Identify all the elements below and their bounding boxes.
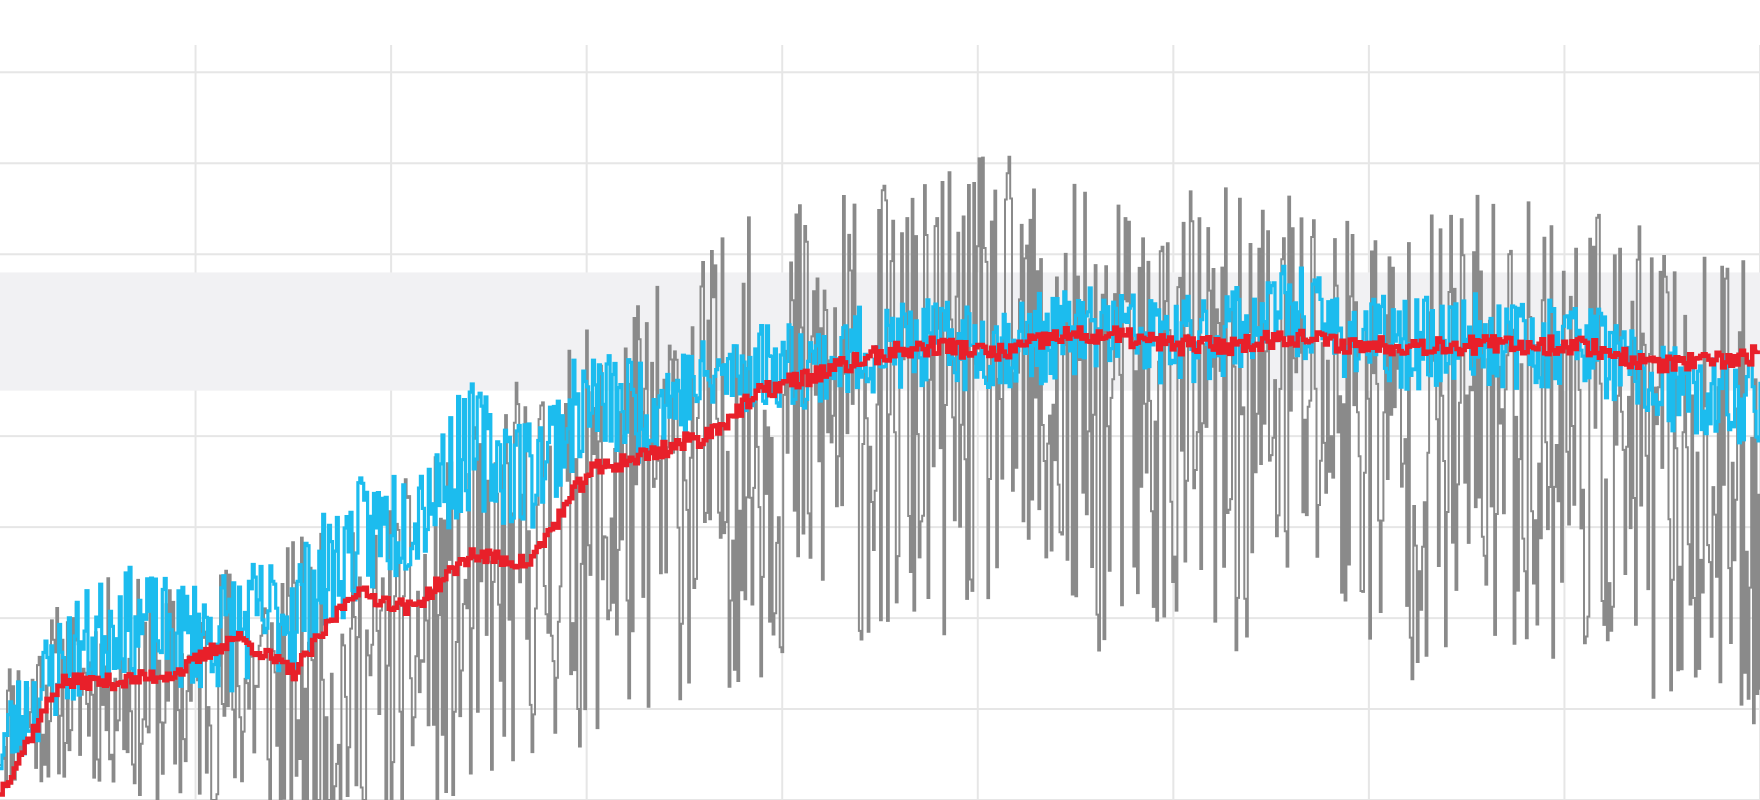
series-layer bbox=[0, 155, 1760, 800]
series-line-long-avg bbox=[0, 325, 1760, 797]
series-line-raw bbox=[0, 155, 1760, 800]
